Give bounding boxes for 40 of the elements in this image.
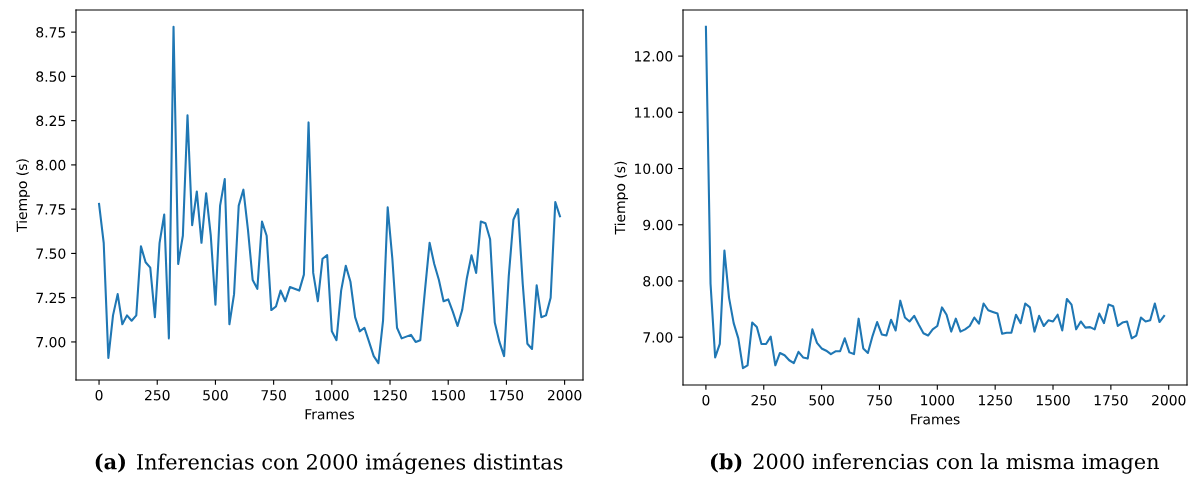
- line-series: [98, 25, 561, 365]
- x-axis-title: Frames: [911, 414, 960, 425]
- x-tick-label: 1750: [1094, 394, 1128, 406]
- y-axis-title: Tiempo (s): [614, 161, 628, 235]
- x-tick-label: 500: [809, 394, 834, 406]
- y-tick-label: 7.25: [36, 292, 66, 304]
- line-series: [704, 25, 1166, 370]
- y-tick-label: 7.00: [643, 332, 673, 343]
- text: (a) Inferencias con 2000 imágenes distintas: [95, 452, 563, 475]
- y-tick-label: 8.00: [36, 159, 66, 171]
- text: (b) 2000 inferencias con la misma imagen: [710, 453, 1159, 474]
- x-tick-label: 1250: [373, 389, 407, 401]
- x-tick-label: 1500: [1036, 394, 1070, 406]
- x-tick-label: 1750: [490, 389, 524, 401]
- y-tick-label: 8.75: [36, 27, 66, 38]
- y-axis-title: Tiempo (s): [16, 159, 30, 232]
- y-tick-label: 7.75: [36, 204, 66, 215]
- y-tick-label: 8.00: [643, 275, 673, 287]
- y-tick-label: 7.50: [36, 248, 66, 259]
- x-tick-label: 1000: [921, 394, 955, 406]
- y-tick-label: 12.00: [635, 51, 673, 62]
- y-tick-label: 7.00: [36, 336, 66, 348]
- x-tick-label: 2000: [1152, 394, 1186, 406]
- x-tick-label: 0: [95, 389, 103, 401]
- y-tick-label: 11.00: [635, 107, 673, 118]
- x-tick-label: 500: [203, 389, 228, 401]
- x-tick-label: 250: [751, 394, 777, 406]
- y-tick-label: 8.50: [36, 71, 66, 82]
- x-tick-label: 250: [145, 389, 170, 401]
- x-tick-label: 750: [867, 394, 892, 406]
- y-tick-label: 8.25: [36, 115, 66, 127]
- x-tick-label: 0: [702, 394, 710, 406]
- x-tick-label: 1000: [315, 389, 349, 401]
- y-tick-label: 10.00: [635, 163, 673, 175]
- x-tick-label: 1250: [979, 394, 1012, 406]
- y-tick-label: 9.00: [643, 219, 673, 231]
- x-tick-label: 1500: [432, 389, 465, 401]
- x-axis-title: Frames: [305, 409, 355, 420]
- x-tick-label: 2000: [547, 389, 582, 401]
- x-tick-label: 750: [261, 389, 286, 401]
